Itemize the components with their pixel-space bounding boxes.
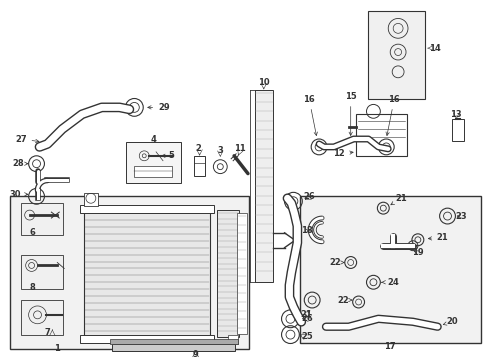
Text: 3: 3 <box>217 147 223 156</box>
Text: 23: 23 <box>455 212 466 221</box>
Text: 6: 6 <box>30 228 36 237</box>
Text: 30: 30 <box>9 190 28 199</box>
Text: 28: 28 <box>12 159 28 168</box>
Bar <box>220 342 234 347</box>
Bar <box>80 334 214 342</box>
Text: 17: 17 <box>384 342 395 351</box>
Text: 12: 12 <box>332 149 352 158</box>
Text: 11: 11 <box>234 144 245 153</box>
Text: 22: 22 <box>328 258 344 267</box>
Bar <box>228 334 238 345</box>
Text: 8: 8 <box>30 283 36 292</box>
Bar <box>10 196 248 350</box>
Text: 26: 26 <box>303 192 314 201</box>
Text: 24: 24 <box>381 278 398 287</box>
Bar <box>109 338 238 343</box>
Text: 2: 2 <box>195 144 201 153</box>
Bar <box>134 166 172 176</box>
Bar <box>451 119 464 141</box>
Text: 5: 5 <box>162 151 173 160</box>
Bar <box>217 210 239 337</box>
Text: 15: 15 <box>344 92 356 135</box>
Text: 26: 26 <box>301 314 312 323</box>
Bar <box>20 300 63 334</box>
Text: 13: 13 <box>448 110 460 119</box>
Text: 25: 25 <box>301 332 312 341</box>
Text: 10: 10 <box>258 78 269 87</box>
Bar <box>80 205 214 213</box>
Text: 21: 21 <box>390 194 406 205</box>
Bar <box>193 156 205 176</box>
Bar <box>20 203 63 235</box>
Bar <box>20 255 63 289</box>
Text: 19: 19 <box>411 248 423 257</box>
Text: 16: 16 <box>385 95 399 135</box>
Bar <box>126 142 181 184</box>
Bar <box>84 210 210 337</box>
Text: 1: 1 <box>54 344 60 353</box>
Text: 16: 16 <box>303 95 317 135</box>
Bar <box>368 10 424 99</box>
Text: 27: 27 <box>15 135 39 144</box>
Text: 14: 14 <box>428 44 440 53</box>
Text: 7: 7 <box>44 328 50 337</box>
Text: 22: 22 <box>336 296 351 305</box>
Bar <box>237 213 246 334</box>
Text: 18: 18 <box>301 226 312 235</box>
Text: 9: 9 <box>192 350 198 359</box>
Bar <box>84 193 98 206</box>
Bar <box>300 196 480 342</box>
Bar <box>254 90 272 282</box>
Text: 21: 21 <box>300 310 311 319</box>
Text: 21: 21 <box>427 233 447 242</box>
Text: 29: 29 <box>147 103 169 112</box>
Text: 4: 4 <box>150 135 156 144</box>
Bar <box>355 114 406 156</box>
Text: 20: 20 <box>443 317 457 326</box>
Bar <box>111 343 235 351</box>
